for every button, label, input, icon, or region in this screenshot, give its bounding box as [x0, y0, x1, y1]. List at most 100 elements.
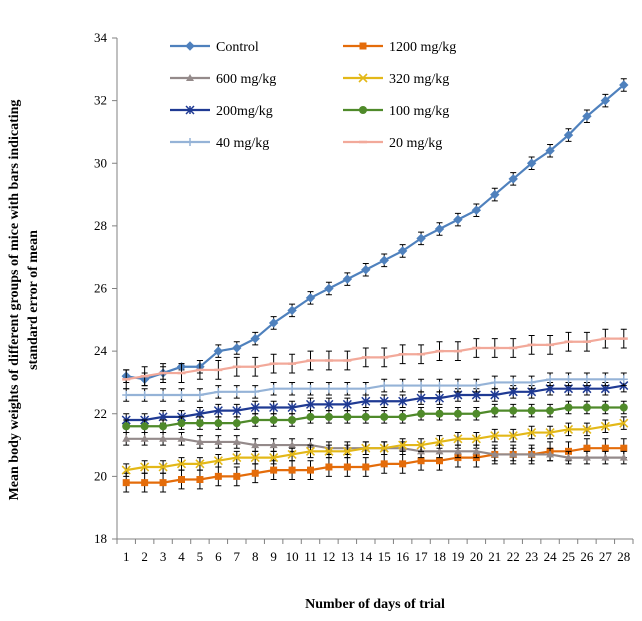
x-axis: 1 2 3 4 5 6 7 8 9 10 11 12 13 14 15 16 17 18 19 20 21 22 23 24 2…	[116, 538, 634, 564]
data-point	[176, 459, 187, 469]
data-point	[251, 416, 260, 425]
data-point	[213, 456, 223, 466]
x-tick-label: 19	[451, 549, 464, 564]
data-point	[601, 375, 610, 384]
data-point	[490, 378, 499, 387]
data-point	[434, 393, 445, 403]
data-point	[583, 444, 591, 452]
y-tick-label: 26	[94, 281, 108, 296]
data-point	[509, 406, 518, 415]
data-point	[490, 431, 500, 441]
data-point	[471, 434, 481, 444]
legend-swatch-marker	[186, 74, 194, 81]
data-point	[251, 469, 259, 477]
data-point	[582, 375, 591, 384]
x-tick-label: 12	[322, 549, 335, 564]
data-point	[509, 450, 518, 458]
data-point	[453, 409, 462, 418]
data-point	[620, 444, 628, 452]
series-line	[126, 384, 624, 422]
legend-entry-2: 600 mg/kg	[170, 72, 276, 87]
x-tick-label: 13	[341, 549, 354, 564]
data-point	[324, 399, 334, 409]
data-point	[434, 437, 445, 447]
data-point	[398, 412, 407, 421]
data-point	[527, 427, 537, 438]
legend-entry-3: 320 mg/kg	[343, 72, 449, 87]
series-line	[126, 447, 624, 484]
series-area	[121, 78, 629, 493]
data-point	[213, 346, 224, 356]
data-point	[306, 384, 315, 393]
x-tick-label: 2	[141, 549, 148, 564]
data-point	[342, 274, 353, 284]
data-point	[269, 441, 278, 449]
x-tick-label: 25	[562, 549, 575, 564]
data-point	[361, 412, 370, 421]
data-point	[600, 421, 610, 431]
data-point	[436, 457, 443, 465]
legend-swatch-marker	[185, 41, 195, 51]
y-axis-title-line-2: standard error of mean	[26, 230, 41, 370]
data-point	[195, 437, 204, 445]
data-point	[324, 384, 333, 393]
data-point	[582, 424, 592, 434]
data-point	[250, 402, 260, 413]
y-axis-title: Mean body weights of different groups of…	[7, 100, 41, 501]
data-point	[269, 416, 278, 425]
data-point	[121, 465, 131, 475]
y-tick-label: 18	[94, 531, 107, 546]
data-point	[232, 419, 241, 428]
data-point	[526, 158, 537, 168]
data-point	[434, 224, 445, 234]
data-point	[546, 406, 555, 415]
series-0	[121, 78, 629, 387]
data-point	[288, 441, 297, 449]
series-line	[126, 406, 624, 428]
x-tick-label: 21	[488, 549, 501, 564]
data-point	[472, 409, 481, 418]
data-point	[307, 466, 314, 474]
legend-label: 100 mg/kg	[389, 104, 449, 119]
data-point	[435, 381, 444, 390]
data-point	[232, 453, 242, 463]
data-point	[398, 440, 408, 450]
data-point	[232, 387, 241, 396]
data-point	[232, 343, 242, 353]
data-point	[490, 406, 499, 415]
data-point	[582, 403, 591, 412]
data-point	[545, 146, 555, 156]
data-point	[490, 450, 499, 458]
data-point	[453, 434, 463, 444]
series-3	[121, 416, 629, 477]
legend-swatch-marker	[359, 42, 367, 50]
y-tick-label: 30	[94, 155, 107, 170]
data-point	[472, 447, 481, 455]
data-point	[619, 375, 628, 384]
legend-entry-5: 100 mg/kg	[343, 104, 449, 119]
data-point	[178, 476, 185, 484]
data-point	[269, 402, 279, 413]
data-point	[472, 381, 481, 390]
data-point	[471, 205, 482, 215]
data-point	[232, 406, 242, 416]
data-point	[342, 399, 352, 409]
data-point	[380, 460, 388, 468]
x-tick-label: 6	[215, 549, 222, 564]
data-point	[158, 462, 168, 472]
series-7	[122, 328, 628, 390]
data-point	[122, 390, 131, 399]
data-point	[508, 431, 518, 441]
data-point	[508, 174, 518, 184]
data-point	[195, 459, 205, 469]
x-tick-label: 28	[617, 549, 630, 564]
data-point	[619, 403, 628, 412]
data-point	[563, 424, 574, 434]
legend-entry-7: 20 mg/kg	[343, 136, 442, 151]
data-point	[305, 399, 316, 409]
data-point	[288, 416, 297, 425]
data-point	[159, 390, 168, 399]
x-tick-label: 27	[599, 549, 613, 564]
y-tick-label: 22	[94, 406, 107, 421]
data-point	[306, 412, 315, 421]
